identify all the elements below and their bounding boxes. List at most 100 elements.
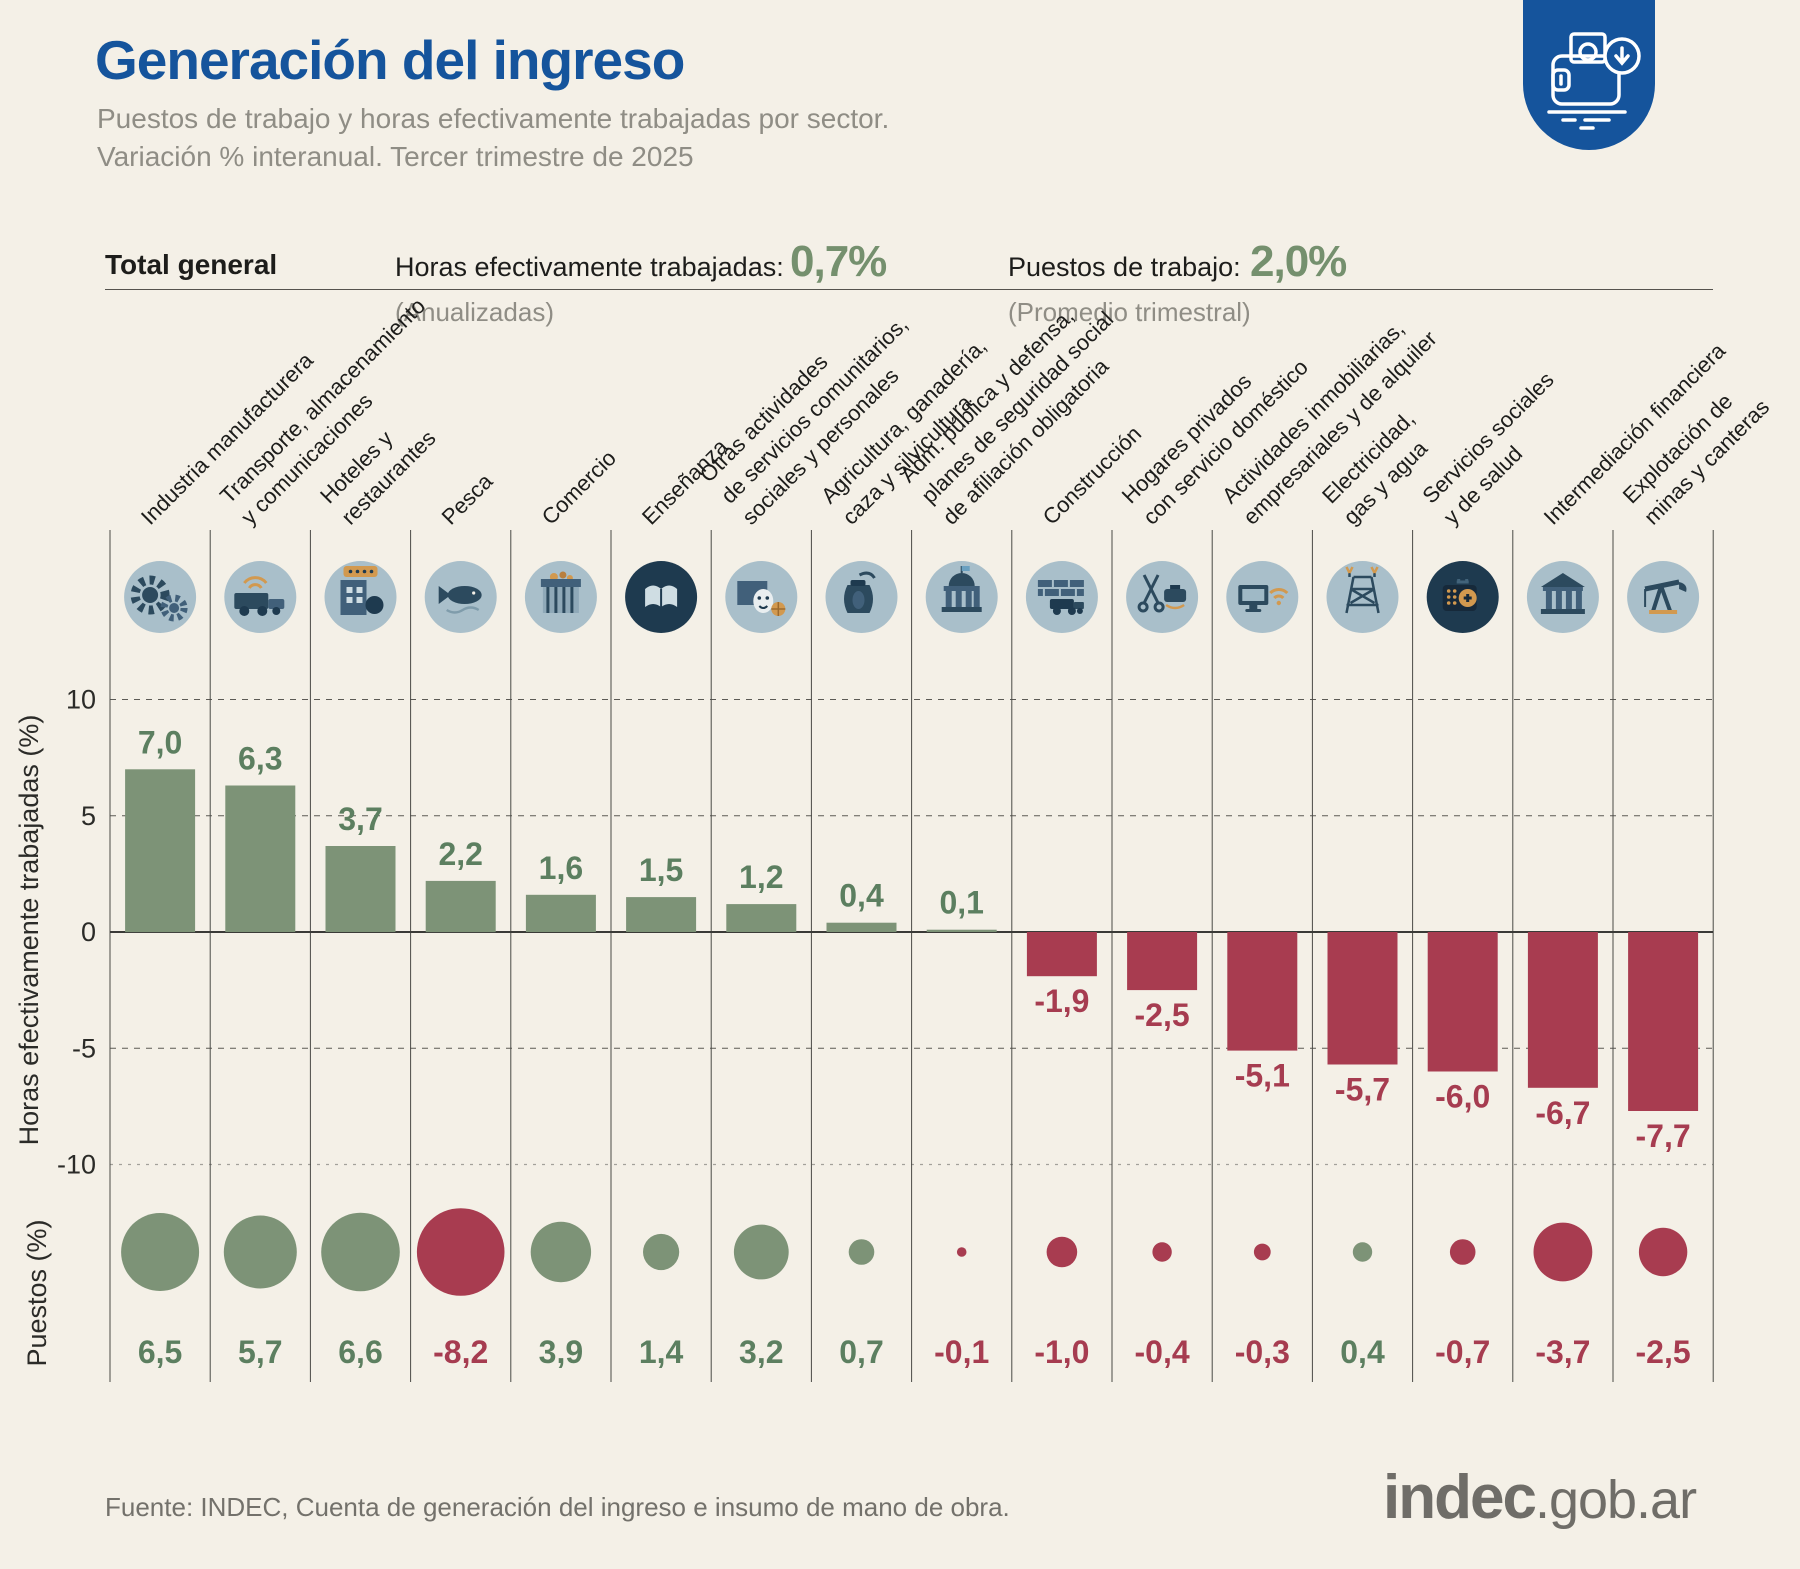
- indec-logo-primary: indec: [1383, 1463, 1537, 1532]
- market-stall-icon: [524, 561, 597, 633]
- jobs-bubble-value: -8,2: [433, 1334, 488, 1370]
- jobs-bubble: [530, 1221, 592, 1283]
- jobs-bubble-value: 5,7: [238, 1334, 282, 1370]
- jobs-bubble-value: 3,9: [539, 1334, 583, 1370]
- topic-badge: [1523, 0, 1655, 150]
- hours-bar: [626, 897, 697, 932]
- hours-bar-value: -5,7: [1335, 1072, 1390, 1108]
- oil-pumpjack-icon: [1627, 561, 1700, 633]
- hours-bar-value: -6,7: [1535, 1095, 1590, 1131]
- jobs-bubble: [1449, 1239, 1476, 1265]
- jobs-bubble-value: 1,4: [639, 1334, 684, 1370]
- total-jobs-note: (Promedio trimestral): [1008, 297, 1251, 327]
- totals-divider: [105, 289, 1713, 290]
- y-tick-label: -10: [57, 1150, 96, 1180]
- jobs-bubble: [643, 1233, 680, 1271]
- jobs-bubble-value: 6,6: [338, 1334, 382, 1370]
- jobs-bubble-value: 3,2: [739, 1334, 783, 1370]
- hours-bar: [1127, 932, 1198, 991]
- y-tick-label: -5: [72, 1033, 96, 1063]
- total-hours-value: 0,7%: [790, 237, 887, 286]
- sector-label: Explotación deminas y canteras: [1618, 373, 1774, 529]
- power-pylon-icon: [1326, 561, 1399, 633]
- hours-bar-value: -7,7: [1636, 1118, 1691, 1154]
- jobs-bubble-value: 6,5: [138, 1334, 182, 1370]
- y-tick-label: 0: [81, 917, 96, 947]
- hours-bar: [1227, 932, 1298, 1051]
- jobs-bubble-value: 0,7: [839, 1334, 883, 1370]
- indec-logo: indec.gob.ar: [1383, 1462, 1697, 1533]
- hours-bar: [1026, 932, 1097, 977]
- jobs-bubble: [1046, 1236, 1078, 1268]
- jobs-bubble-value: -0,7: [1435, 1334, 1490, 1370]
- sector-label: Construcción: [1038, 421, 1146, 529]
- hours-bar-value: 7,0: [138, 724, 182, 760]
- hours-bar: [826, 922, 897, 932]
- hours-bar: [425, 880, 496, 933]
- hours-bar-value: 0,1: [939, 885, 983, 921]
- bricks-truck-icon: [1025, 561, 1098, 633]
- jobs-bubble-value: 0,4: [1340, 1334, 1385, 1370]
- hours-bar: [525, 894, 596, 932]
- hours-bar-value: 3,7: [338, 801, 382, 837]
- hours-bar-value: 0,4: [839, 878, 884, 914]
- jobs-bubble: [121, 1213, 200, 1291]
- hours-bar: [726, 904, 797, 932]
- total-jobs-value: 2,0%: [1250, 237, 1347, 286]
- y-tick-label: 5: [81, 801, 96, 831]
- theater-mask-icon: [725, 561, 798, 633]
- hours-bar-value: -6,0: [1435, 1079, 1490, 1115]
- hours-bar: [225, 785, 296, 932]
- jobs-bubble-value: -0,1: [934, 1334, 989, 1370]
- hotel-icon: [324, 561, 397, 633]
- hours-bar-value: 6,3: [238, 741, 282, 777]
- hours-bar: [1527, 932, 1598, 1088]
- government-building-icon: [925, 561, 998, 633]
- hours-bar: [1327, 932, 1398, 1065]
- subtitle-line-2: Variación % interanual. Tercer trimestre…: [97, 141, 694, 172]
- hours-bar: [325, 846, 396, 932]
- hours-bar-value: 1,6: [539, 850, 583, 886]
- source-note: Fuente: INDEC, Cuenta de generación del …: [105, 1492, 1010, 1522]
- hours-bar-value: 2,2: [438, 836, 482, 872]
- jobs-bubble: [321, 1212, 400, 1292]
- hours-bar-value: -1,9: [1034, 983, 1089, 1019]
- jobs-bubble-value: -1,0: [1034, 1334, 1089, 1370]
- wallet-download-icon: [1547, 32, 1641, 130]
- monitor-wifi-icon: [1226, 561, 1299, 633]
- open-book-icon: [625, 561, 698, 633]
- hours-bar: [926, 929, 997, 932]
- jobs-bubble: [1638, 1227, 1688, 1277]
- total-hours-note: (Anualizadas): [395, 297, 554, 327]
- hours-bar: [125, 769, 196, 933]
- scissors-pot-icon: [1126, 561, 1199, 633]
- y-tick-label: 10: [66, 685, 96, 715]
- total-hours-label: Horas efectivamente trabajadas:: [395, 252, 784, 282]
- grain-sack-icon: [825, 561, 898, 633]
- jobs-bubble: [416, 1208, 505, 1296]
- jobs-bubble: [848, 1239, 875, 1265]
- hours-bar: [1427, 932, 1498, 1072]
- truck-wifi-icon: [224, 561, 297, 633]
- total-general-label: Total general: [105, 249, 278, 280]
- hours-bar-value: -5,1: [1235, 1058, 1290, 1094]
- fish-icon: [424, 561, 497, 633]
- hours-bar: [1628, 932, 1699, 1111]
- jobs-bubble-value: -3,7: [1535, 1334, 1590, 1370]
- jobs-bubble: [733, 1224, 789, 1280]
- sector-label: Comercio: [537, 445, 621, 529]
- hours-bar-value: 1,5: [639, 852, 683, 888]
- jobs-bubble: [1533, 1222, 1593, 1282]
- jobs-bubble: [1253, 1243, 1271, 1261]
- hours-bar-value: 1,2: [739, 859, 783, 895]
- jobs-bubble: [223, 1215, 297, 1289]
- jobs-bubble-value: -0,3: [1235, 1334, 1290, 1370]
- hours-bar-value: -2,5: [1135, 997, 1190, 1033]
- sector-label: Pesca: [437, 468, 498, 529]
- hours-axis-label: Horas efectivamente trabajadas (%): [14, 715, 44, 1146]
- medical-kit-icon: [1426, 561, 1499, 633]
- total-jobs-label: Puestos de trabajo:: [1008, 252, 1241, 282]
- page-subtitle: Puestos de trabajo y horas efectivamente…: [97, 100, 889, 176]
